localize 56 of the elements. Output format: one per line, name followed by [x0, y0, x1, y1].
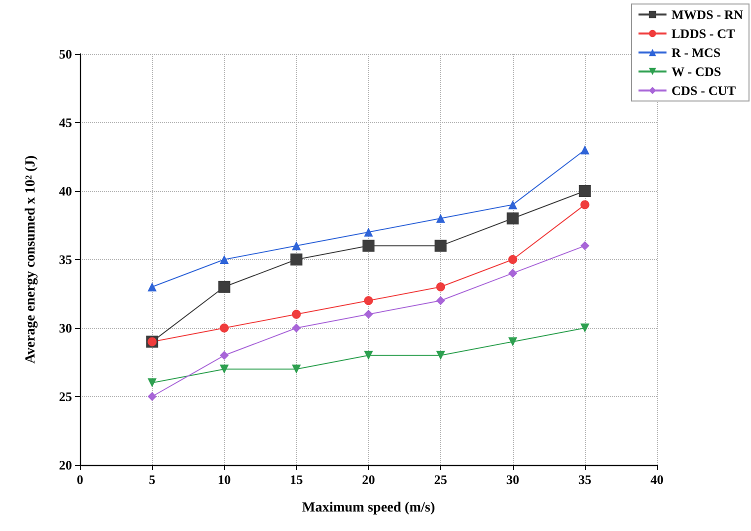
point — [218, 280, 230, 293]
point — [508, 337, 518, 346]
y-tick-label: 20 — [59, 458, 72, 472]
point — [364, 310, 373, 319]
point — [580, 145, 590, 154]
point — [220, 364, 229, 374]
point — [580, 200, 590, 210]
x-axis-title: Maximum speed (m/s) — [302, 500, 436, 516]
x-tick-label: 0 — [76, 472, 84, 487]
point — [290, 254, 302, 266]
point — [148, 282, 157, 292]
point — [508, 200, 518, 210]
point — [508, 268, 518, 278]
point — [578, 185, 591, 197]
x-tick-label: 40 — [650, 472, 664, 487]
x-tick-label: 25 — [434, 472, 448, 487]
legend-label: R - MCS — [672, 45, 721, 60]
y-tick-label: 50 — [59, 46, 72, 62]
point — [364, 350, 373, 360]
point — [220, 255, 229, 264]
y-tick-label: 30 — [59, 320, 72, 336]
x-tick-label: 30 — [506, 472, 520, 487]
point — [436, 214, 446, 223]
x-tick-label: 10 — [218, 472, 231, 487]
point — [362, 240, 374, 252]
legend-label: W - CDS — [672, 64, 722, 79]
point — [292, 364, 301, 374]
legend-label: MWDS - RN — [672, 7, 744, 22]
point — [220, 350, 229, 360]
y-tick-label: 35 — [59, 252, 72, 267]
legend-label: LDDS - CT — [672, 26, 736, 41]
point — [436, 282, 446, 292]
point — [292, 241, 301, 250]
x-tick-label: 20 — [362, 472, 375, 487]
point — [434, 240, 447, 252]
y-tick-label: 25 — [59, 389, 72, 404]
point — [364, 228, 373, 237]
x-tick-label: 15 — [290, 472, 304, 487]
point — [292, 310, 301, 319]
point — [292, 324, 301, 332]
point — [580, 324, 590, 332]
point — [220, 324, 229, 332]
point — [506, 212, 519, 224]
x-tick-label: 5 — [148, 472, 156, 487]
point — [436, 296, 446, 306]
point — [508, 255, 518, 264]
point — [580, 241, 590, 250]
point — [364, 296, 373, 306]
point — [148, 378, 157, 388]
x-tick-label: 35 — [578, 472, 592, 487]
y-tick-label: 45 — [59, 115, 72, 130]
y-tick-label: 40 — [59, 184, 72, 198]
point — [436, 350, 446, 360]
y-axis-title: Average energy consumed x 102 (J) — [24, 154, 38, 364]
legend-label: CDS - CUT — [672, 83, 736, 98]
point — [148, 392, 157, 401]
